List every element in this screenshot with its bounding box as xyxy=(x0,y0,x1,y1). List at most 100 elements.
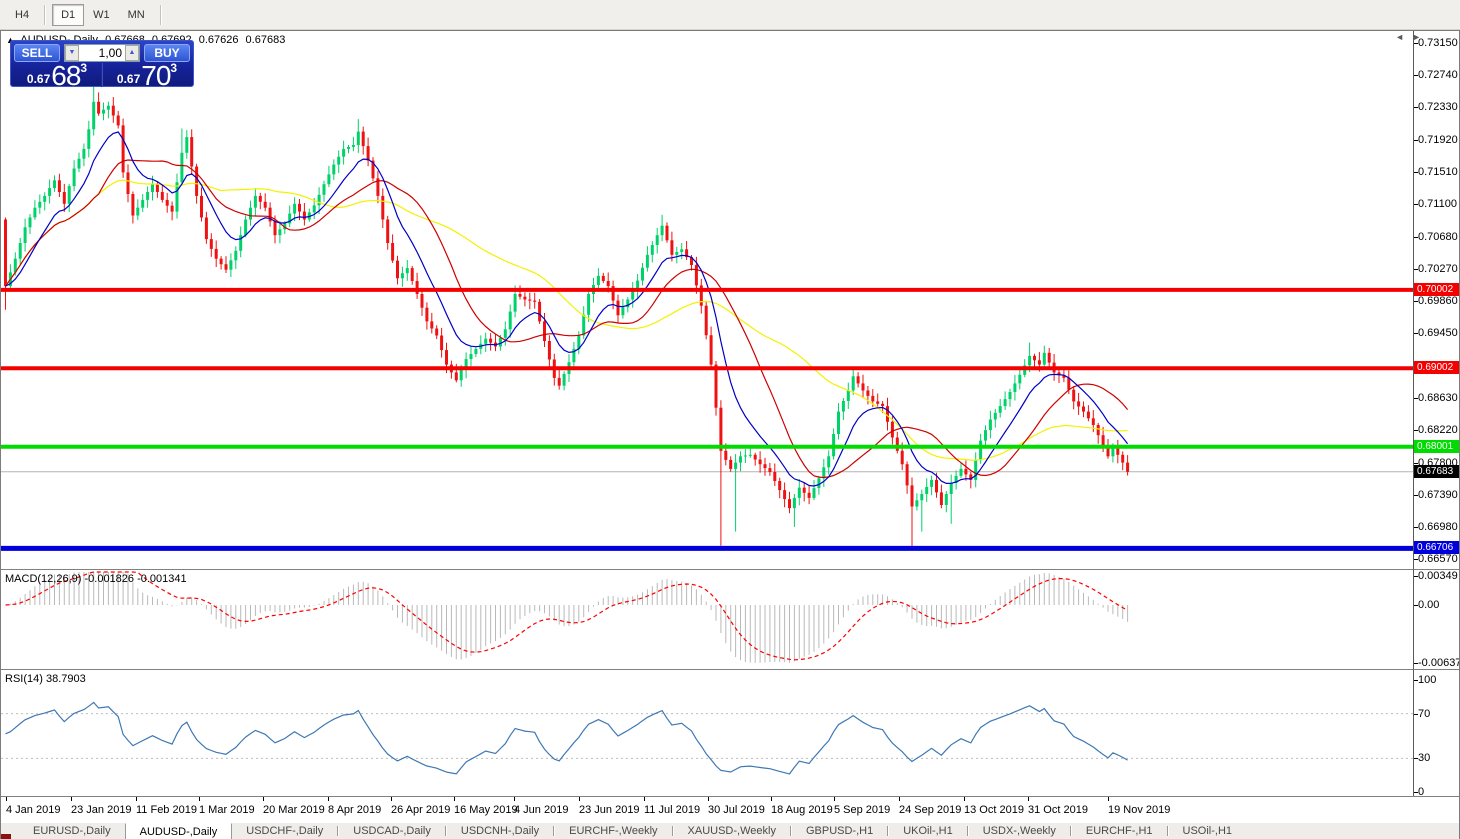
macd-axis-tick xyxy=(1414,576,1418,577)
rsi-axis-tick xyxy=(1414,792,1418,793)
toolbar-separator xyxy=(159,4,162,25)
ohlc-low: 0.67626 xyxy=(198,34,239,46)
macd-axis[interactable]: 0.00349 0.00 -0.00637 xyxy=(1413,569,1459,669)
chart-tab-usdcnh-daily[interactable]: USDCNH-,Daily xyxy=(460,825,540,837)
chart-tab-eurusd-daily[interactable]: EURUSD-,Daily xyxy=(33,825,111,837)
date-axis-tick xyxy=(708,797,709,801)
date-axis[interactable]: 4 Jan 2019 23 Jan 2019 11 Feb 2019 1 Mar 20… xyxy=(1,796,1459,823)
timeframe-button-w1[interactable]: W1 xyxy=(93,8,110,21)
date-axis-label: 11 Jul 2019 xyxy=(644,804,701,816)
macd-axis-label: 0.00349 xyxy=(1418,570,1458,582)
macd-axis-label: -0.00637 xyxy=(1418,657,1459,669)
date-axis-label: 18 Aug 2019 xyxy=(771,804,833,816)
volume-input[interactable] xyxy=(79,44,125,61)
price-axis-tick xyxy=(1414,559,1418,561)
rsi-axis-label: 30 xyxy=(1418,752,1431,765)
price-axis-tick xyxy=(1414,462,1418,464)
date-axis-label: 31 Oct 2019 xyxy=(1028,804,1088,816)
price-axis-tick xyxy=(1414,75,1418,77)
tab-divider xyxy=(671,826,674,836)
tab-scroll-arrows: ◄ ► xyxy=(1395,32,1421,42)
price-axis-label: 0.70680 xyxy=(1418,230,1458,243)
date-axis-label: 30 Jul 2019 xyxy=(708,804,765,816)
macd-label: MACD(12,26,9) -0.001826 -0.001341 xyxy=(5,573,187,585)
rsi-axis-tick xyxy=(1414,713,1418,715)
rsi-label: RSI(14) 38.7903 xyxy=(5,673,86,685)
timeframe-button-mn[interactable]: MN xyxy=(127,8,145,21)
bid-price[interactable]: 0.67 68 3 xyxy=(14,62,100,90)
price-axis-label: 0.68220 xyxy=(1418,423,1458,436)
bid-price-prefix: 0.67 xyxy=(26,72,51,86)
date-axis-label: 23 Jan 2019 xyxy=(71,804,132,816)
tab-divider xyxy=(1069,826,1072,836)
chart-tab-eurchf-weekly[interactable]: EURCHF-,Weekly xyxy=(569,825,658,837)
rsi-axis-tick xyxy=(1414,758,1418,760)
price-axis[interactable]: 0.73150 0.72740 0.72330 0.71920 0.71510 0.711… xyxy=(1413,31,1459,569)
price-axis-label: 0.73150 xyxy=(1418,37,1458,49)
macd-chart xyxy=(5,571,1129,663)
tab-divider xyxy=(966,826,969,836)
chart-tab-audusd-daily[interactable]: AUDUSD-,Daily xyxy=(124,823,233,839)
price-divider xyxy=(101,63,103,87)
date-axis-tick xyxy=(644,797,645,801)
price-axis-tick xyxy=(1414,43,1418,44)
date-axis-label: 4 Jun 2019 xyxy=(514,804,569,816)
price-chart-canvas[interactable]: ▲ AUDUSD-,Daily 0.67668 0.67692 0.67626 … xyxy=(1,31,1413,569)
chart-tab-usdchf-daily[interactable]: USDCHF-,Daily xyxy=(246,825,324,837)
tab-scroll-right-button[interactable]: ► xyxy=(1412,32,1421,42)
date-axis-tick xyxy=(514,797,515,801)
rsi-axis[interactable]: 100 70 30 0 xyxy=(1413,669,1459,796)
date-axis-tick xyxy=(899,797,900,801)
macd-axis-tick xyxy=(1414,663,1418,664)
rsi-panel-canvas[interactable]: RSI(14) 38.7903 xyxy=(1,669,1413,796)
price-axis-tick xyxy=(1414,236,1418,238)
price-axis-label: 0.66980 xyxy=(1418,520,1458,533)
chart-tab-bar: EURUSD-,Daily AUDUSD-,Daily USDCHF-,Daily U… xyxy=(1,823,1459,839)
chart-tab-eurchf-h1[interactable]: EURCHF-,H1 xyxy=(1085,825,1153,837)
price-axis-label: 0.71100 xyxy=(1418,197,1457,210)
ask-price-big: 70 xyxy=(141,60,171,91)
rsi-chart xyxy=(1,701,1413,775)
timeframe-toolbar: H4 D1 W1 MN xyxy=(0,0,1460,30)
volume-decrease-button[interactable]: ▼ xyxy=(65,44,79,61)
toolbar-separator xyxy=(44,4,47,25)
price-axis-label: 0.66570 xyxy=(1418,553,1458,566)
date-axis-tick xyxy=(391,797,392,801)
connection-status-mark xyxy=(1,834,11,839)
price-axis-tick xyxy=(1414,139,1418,141)
chart-tab-xauusd-weekly[interactable]: XAUUSD-,Weekly xyxy=(687,825,776,837)
date-axis-label: 11 Feb 2019 xyxy=(136,804,197,816)
volume-increase-button[interactable]: ▲ xyxy=(125,44,139,61)
tab-scroll-left-button[interactable]: ◄ xyxy=(1395,32,1405,42)
price-level-badge: 0.69002 xyxy=(1414,361,1459,375)
ask-price[interactable]: 0.67 70 3 xyxy=(104,60,190,91)
tab-divider xyxy=(789,826,792,836)
macd-panel-canvas[interactable]: MACD(12,26,9) -0.001826 -0.001341 xyxy=(1,569,1413,669)
price-axis-label: 0.69860 xyxy=(1418,295,1458,307)
chart-tab-usdcad-daily[interactable]: USDCAD-,Daily xyxy=(353,825,431,837)
chart-tab-usoil-h1[interactable]: USOil-,H1 xyxy=(1182,825,1233,837)
rsi-axis-tick xyxy=(1414,680,1418,681)
timeframe-button-d1[interactable]: D1 xyxy=(52,3,85,26)
macd-signal-value: -0.001341 xyxy=(137,573,187,585)
rsi-axis-label: 100 xyxy=(1418,674,1437,686)
price-axis-tick xyxy=(1414,268,1418,270)
chart-tab-usdx-weekly[interactable]: USDX-,Weekly xyxy=(982,825,1056,837)
date-axis-tick xyxy=(454,797,455,801)
arrow-down-icon: ▼ xyxy=(68,49,76,56)
chart-tab-gbpusd-h1[interactable]: GBPUSD-,H1 xyxy=(805,825,874,837)
chart-tab-ukoil-h1[interactable]: UKOil-,H1 xyxy=(903,825,953,837)
tab-divider xyxy=(1166,826,1169,836)
ask-price-pip: 3 xyxy=(170,61,178,75)
buy-button[interactable]: BUY xyxy=(144,43,190,62)
sell-button[interactable]: SELL xyxy=(14,43,60,62)
price-axis-tick xyxy=(1414,429,1418,431)
date-axis-tick xyxy=(964,797,965,801)
date-axis-tick xyxy=(834,797,835,801)
date-axis-tick xyxy=(328,797,329,801)
date-axis-label: 13 Oct 2019 xyxy=(964,804,1024,816)
timeframe-button-h4[interactable]: H4 xyxy=(15,8,30,21)
tab-divider xyxy=(887,826,890,836)
date-axis-label: 5 Sep 2019 xyxy=(834,804,891,816)
